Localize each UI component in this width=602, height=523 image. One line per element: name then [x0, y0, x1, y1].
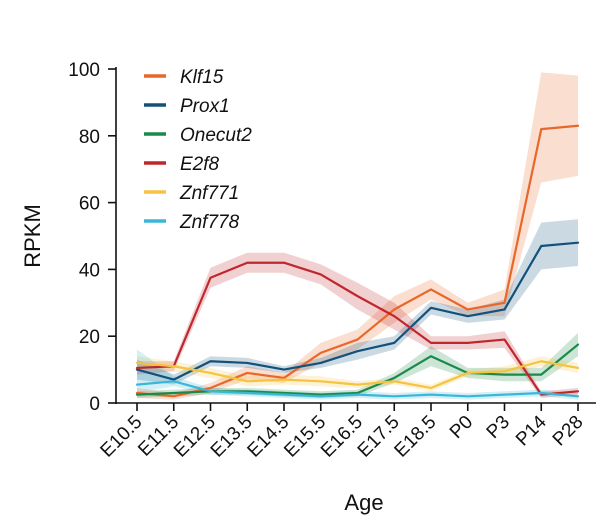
- line-klf15: [135, 124, 580, 398]
- y-tick-label: 20: [79, 327, 100, 348]
- y-tick-label: 60: [79, 194, 100, 215]
- y-tick-label: 0: [89, 394, 100, 415]
- line-prox1: [135, 241, 580, 381]
- legend-label-prox1: Prox1: [180, 96, 230, 117]
- line-znf778: [135, 380, 580, 398]
- band-onecut2: [137, 332, 578, 398]
- line-znf771: [135, 360, 580, 390]
- x-tick-label: P0: [446, 412, 477, 443]
- y-axis-title: RPKM: [20, 204, 45, 268]
- legend-label-e2f8: E2f8: [180, 154, 220, 175]
- x-tick-label: E10.5: [97, 412, 147, 462]
- legend: Klf15 Prox1 Onecut2 E2f8 Znf771 Znf778: [144, 67, 252, 233]
- band-znf771: [137, 356, 578, 392]
- legend-label-znf778: Znf778: [179, 212, 240, 233]
- x-tick-label: E15.5: [280, 412, 330, 462]
- line-e2f8: [135, 261, 580, 396]
- y-tick-label: 80: [79, 127, 100, 148]
- band-znf778: [137, 349, 578, 400]
- y-tick-label: 40: [79, 260, 100, 281]
- legend-label-onecut2: Onecut2: [180, 125, 252, 146]
- x-tick-label: E14.5: [244, 412, 294, 462]
- legend-label-klf15: Klf15: [180, 67, 224, 88]
- legend-label-znf771: Znf771: [179, 183, 239, 204]
- x-tick-label: E12.5: [170, 412, 220, 462]
- x-tick-label: P14: [512, 411, 551, 450]
- series-lines: [135, 124, 580, 398]
- y-tick-label: 100: [68, 60, 100, 81]
- x-tick-label: E18.5: [391, 412, 441, 462]
- x-tick-label: P3: [483, 412, 514, 443]
- x-tick-label: P28: [549, 412, 588, 451]
- x-tick-label: E17.5: [354, 412, 404, 462]
- x-tick-label: E16.5: [317, 412, 367, 462]
- x-axis-title: Age: [344, 490, 383, 515]
- x-tick-label: E13.5: [207, 412, 257, 462]
- band-klf15: [137, 72, 578, 400]
